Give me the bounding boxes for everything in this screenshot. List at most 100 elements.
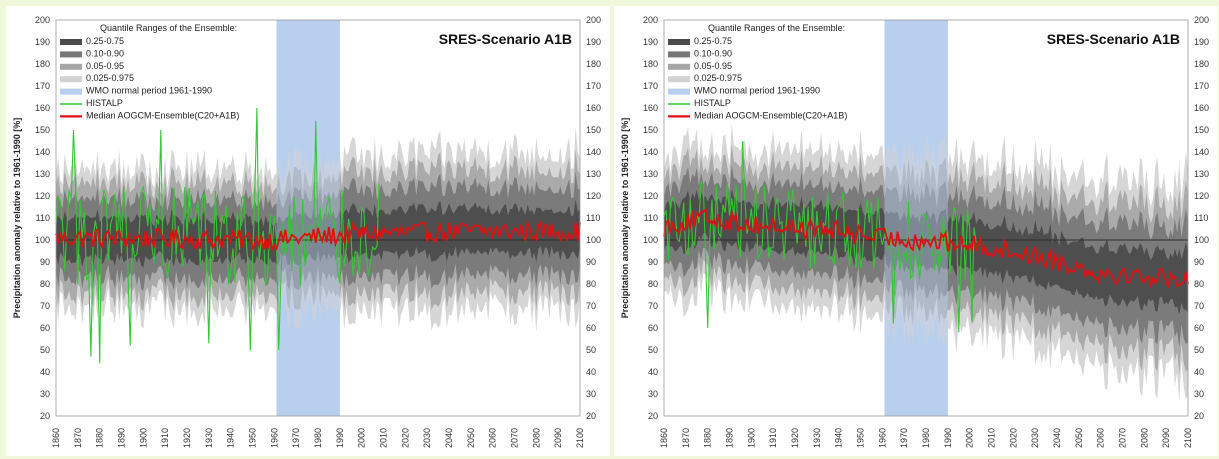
y-tick-right: 190 (1194, 37, 1209, 47)
y-tick-left: 130 (643, 169, 658, 179)
legend-swatch (60, 51, 82, 58)
y-tick-right: 130 (586, 169, 601, 179)
x-tick: 2040 (444, 428, 454, 448)
y-tick-right: 40 (1194, 367, 1204, 377)
y-tick-left: 60 (40, 323, 50, 333)
legend-item: Median AOGCM-Ensemble(C20+A1B) (694, 110, 847, 120)
x-tick: 1890 (117, 428, 127, 448)
y-tick-right: 160 (586, 103, 601, 113)
legend-title: Quantile Ranges of the Ensemble: (100, 23, 237, 33)
y-tick-left: 170 (643, 81, 658, 91)
y-tick-left: 20 (40, 411, 50, 421)
y-tick-left: 180 (35, 59, 50, 69)
legend-swatch (668, 51, 690, 58)
y-tick-right: 20 (586, 411, 596, 421)
x-tick: 1920 (790, 428, 800, 448)
y-tick-right: 110 (586, 213, 600, 223)
x-tick: 1940 (834, 428, 844, 448)
y-tick-right: 90 (586, 257, 596, 267)
y-tick-left: 140 (35, 147, 50, 157)
legend-item: Median AOGCM-Ensemble(C20+A1B) (86, 110, 239, 120)
x-tick: 2010 (987, 428, 997, 448)
x-tick: 2060 (1096, 428, 1106, 448)
y-tick-right: 140 (586, 147, 601, 157)
y-tick-left: 40 (648, 367, 658, 377)
y-tick-right: 40 (586, 367, 596, 377)
median-series (55, 219, 581, 253)
legend-item: 0.25-0.75 (86, 36, 124, 46)
y-tick-right: 200 (586, 15, 601, 25)
y-tick-left: 60 (648, 323, 658, 333)
legend-swatch (60, 88, 82, 95)
y-tick-left: 180 (643, 59, 658, 69)
y-tick-right: 100 (586, 235, 601, 245)
x-tick: 2090 (553, 428, 563, 448)
y-tick-right: 170 (1194, 81, 1209, 91)
y-tick-right: 170 (586, 81, 601, 91)
x-tick: 2000 (357, 428, 367, 448)
x-tick: 2080 (531, 428, 541, 448)
x-tick: 1890 (725, 428, 735, 448)
x-tick: 1900 (746, 428, 756, 448)
y-tick-left: 40 (40, 367, 50, 377)
y-tick-left: 200 (35, 15, 50, 25)
x-tick: 1900 (138, 428, 148, 448)
scenario-label: SRES-Scenario A1B (1047, 31, 1180, 47)
y-tick-left: 30 (40, 389, 50, 399)
x-tick: 2050 (1074, 428, 1084, 448)
x-tick: 2090 (1161, 428, 1171, 448)
legend-item: 0.025-0.975 (694, 73, 742, 83)
x-tick: 1930 (812, 428, 822, 448)
legend-item: 0.05-0.95 (694, 61, 732, 71)
x-tick: 2080 (1139, 428, 1149, 448)
y-tick-left: 200 (643, 15, 658, 25)
x-tick: 1880 (703, 428, 713, 448)
x-tick: 2020 (1008, 428, 1018, 448)
x-tick: 2010 (379, 428, 389, 448)
legend-swatch (668, 63, 690, 70)
x-tick: 1990 (943, 428, 953, 448)
x-tick: 2070 (1118, 428, 1128, 448)
y-tick-right: 150 (586, 125, 601, 135)
x-tick: 1980 (313, 428, 323, 448)
y-tick-left: 130 (35, 169, 50, 179)
x-tick: 2020 (400, 428, 410, 448)
y-tick-right: 50 (1194, 345, 1204, 355)
y-tick-left: 110 (644, 213, 658, 223)
x-tick: 1870 (681, 428, 691, 448)
y-tick-left: 70 (648, 301, 658, 311)
legend-swatch (668, 88, 690, 95)
x-tick: 2000 (965, 428, 975, 448)
y-tick-left: 150 (643, 125, 658, 135)
y-tick-right: 80 (1194, 279, 1204, 289)
x-tick: 1970 (899, 428, 909, 448)
chart-panel-left: 20 20 30 30 40 40 50 50 60 60 70 70 80 80 90 90 100 100 11… (6, 6, 610, 456)
y-tick-left: 110 (36, 213, 50, 223)
y-tick-left: 20 (648, 411, 658, 421)
legend-swatch (60, 76, 82, 83)
legend-item: HISTALP (86, 98, 123, 108)
x-tick: 1870 (73, 428, 83, 448)
y-tick-right: 160 (1194, 103, 1209, 113)
y-tick-left: 170 (35, 81, 50, 91)
x-tick: 1920 (182, 428, 192, 448)
y-tick-left: 90 (40, 257, 50, 267)
y-tick-right: 140 (1194, 147, 1209, 157)
y-tick-right: 20 (1194, 411, 1204, 421)
x-tick: 1910 (768, 428, 778, 448)
median-series (663, 207, 1189, 290)
x-tick: 1880 (95, 428, 105, 448)
plot-frame (55, 19, 581, 417)
y-tick-left: 120 (643, 191, 658, 201)
y-tick-right: 110 (1194, 213, 1208, 223)
y-axis-label: Precipitation anomaly relative to 1961-1… (12, 118, 22, 319)
legend-item: 0.10-0.90 (86, 48, 124, 58)
x-tick: 1860 (51, 428, 61, 448)
x-tick: 1940 (226, 428, 236, 448)
legend-item: WMO normal period 1961-1990 (694, 86, 820, 96)
y-tick-left: 160 (643, 103, 658, 113)
y-tick-right: 180 (1194, 59, 1209, 69)
y-tick-right: 120 (586, 191, 601, 201)
y-tick-left: 100 (643, 235, 658, 245)
